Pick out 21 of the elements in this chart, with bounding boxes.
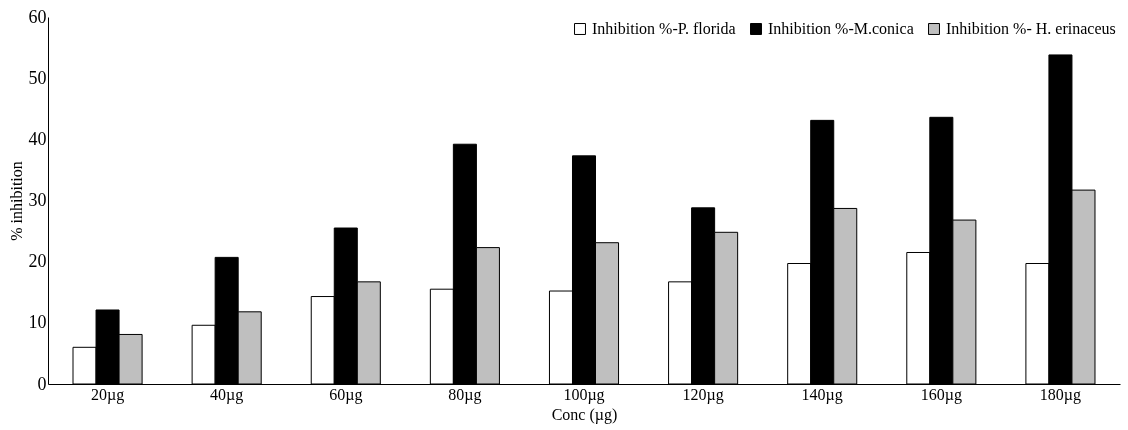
y-tick-label: 10 [28,312,47,333]
y-tick-label: 30 [28,190,47,210]
y-axis-title: % inhibition [7,161,25,241]
y-tick-label: 0 [37,373,47,394]
x-tick-label: 140µg [801,385,843,404]
x-tick-label: 80µg [448,385,482,404]
x-tick-label: 180µg [1039,385,1082,404]
x-tick-label: 120µg [682,385,724,404]
legend-label: Inhibition %-M.conica [768,20,914,37]
legend-label: Inhibition %- H. erinaceus [946,20,1116,37]
legend-label: Inhibition %-P. florida [592,20,736,37]
y-tick-label: 50 [28,67,47,88]
y-tick-label: 20 [28,251,47,272]
x-axis-title: Conc (µg) [551,405,618,424]
x-tick-label: 60µg [329,385,363,404]
x-tick-label: 100µg [563,385,605,404]
y-tick-label: 40 [28,128,47,149]
x-tick-label: 20µg [90,385,125,404]
x-tick-label: 160µg [920,385,962,404]
x-tick-label: 40µg [210,385,244,404]
y-tick-label: 60 [28,6,47,27]
